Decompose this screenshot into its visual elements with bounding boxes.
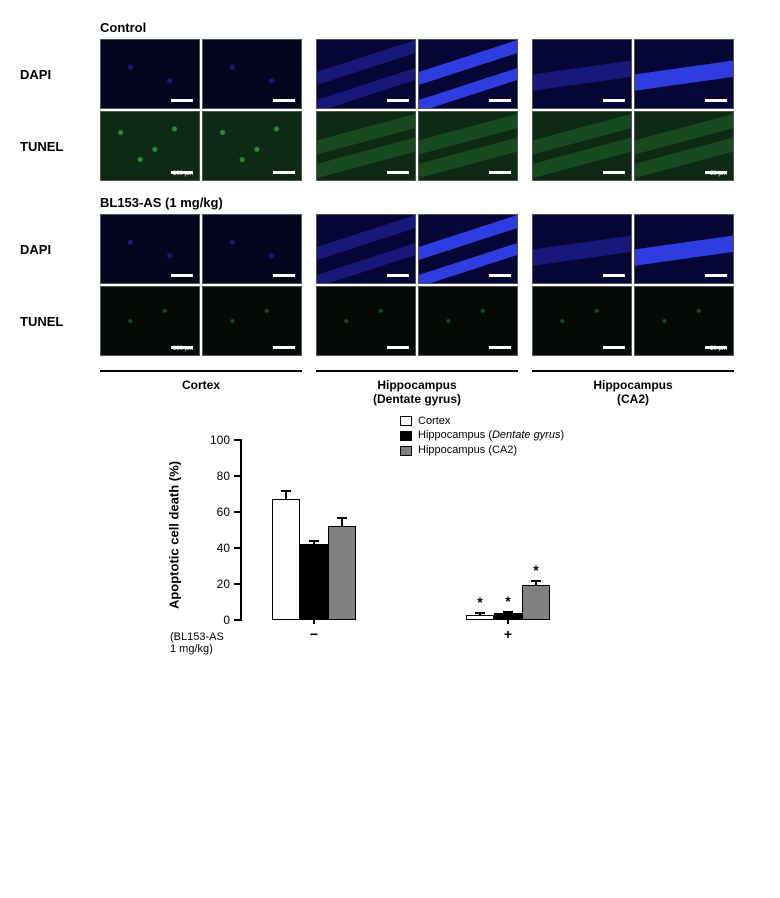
y-tick: [234, 439, 242, 441]
scale-bar: [705, 99, 727, 102]
region-label: Cortex: [100, 370, 302, 406]
micrograph-dapi: [316, 214, 416, 284]
micrograph-dapi: [532, 214, 632, 284]
scale-bar: [705, 274, 727, 277]
significance-star: *: [505, 593, 510, 609]
significance-star: *: [477, 594, 482, 610]
scale-bar: [387, 274, 409, 277]
micrograph-panels: ControlDAPITUNEL100 μm20 μmBL153-AS (1 m…: [20, 20, 760, 356]
micrograph-dapi: [418, 214, 518, 284]
y-tick-label: 40: [180, 541, 230, 555]
scale-bar: [273, 274, 295, 277]
micrograph-dapi: [100, 214, 200, 284]
error-bar: [535, 580, 537, 585]
figure-root: ControlDAPITUNEL100 μm20 μmBL153-AS (1 m…: [0, 0, 780, 660]
bar: [328, 526, 356, 620]
y-tick-label: 80: [180, 469, 230, 483]
bar: [272, 499, 300, 620]
micrograph-tunel: [418, 111, 518, 181]
micrograph-tunel: [316, 111, 416, 181]
scale-bar: [387, 171, 409, 174]
region-labels: Cortex Hippocampus(Dentate gyrus) Hippocam…: [100, 370, 760, 406]
x-tick-label: +: [504, 626, 512, 642]
y-tick-label: 20: [180, 577, 230, 591]
bar-chart: CortexHippocampus (Dentate gyrus)Hippoca…: [180, 420, 620, 650]
y-tick: [234, 511, 242, 513]
scale-bar: [489, 346, 511, 349]
y-tick: [234, 547, 242, 549]
micrograph-tunel: [418, 286, 518, 356]
micrograph-tunel: 20 μm: [634, 111, 734, 181]
scale-bar-text: 100 μm: [173, 171, 193, 177]
stain-label: DAPI: [20, 67, 100, 82]
micrograph-dapi: [634, 214, 734, 284]
stain-label: DAPI: [20, 242, 100, 257]
bar: [494, 613, 522, 619]
y-tick: [234, 619, 242, 621]
treated-panel-block: BL153-AS (1 mg/kg) DAPI TUNEL 100 μm 20 μm: [20, 195, 760, 356]
scale-bar-text: 20 μm: [710, 346, 727, 352]
y-tick-label: 60: [180, 505, 230, 519]
scale-bar: [489, 274, 511, 277]
bar: [522, 585, 550, 619]
micrograph-tunel: [202, 286, 302, 356]
chart-plot-area: Apoptotic cell death (%) (BL153-AS1 mg/k…: [180, 420, 540, 650]
scale-bar: [387, 346, 409, 349]
micrograph-dapi: [634, 39, 734, 109]
bar: [466, 615, 494, 620]
micrograph-dapi: [316, 39, 416, 109]
scale-bar: [489, 99, 511, 102]
micrograph-dapi: [202, 39, 302, 109]
y-tick-label: 0: [180, 613, 230, 627]
bar: [300, 544, 328, 620]
y-tick: [234, 475, 242, 477]
scale-bar: [603, 274, 625, 277]
group-title: BL153-AS (1 mg/kg): [100, 195, 760, 210]
error-bar: [285, 490, 287, 499]
scale-bar: [603, 346, 625, 349]
scale-bar: [273, 171, 295, 174]
micrograph-tunel: [532, 286, 632, 356]
y-tick: [234, 583, 242, 585]
scale-bar: [387, 99, 409, 102]
scale-bar: [273, 99, 295, 102]
significance-star: *: [533, 562, 538, 578]
scale-bar-text: 20 μm: [710, 171, 727, 177]
scale-bar: [171, 99, 193, 102]
error-bar: [507, 611, 509, 614]
micrograph-dapi: [202, 214, 302, 284]
error-bar: [479, 612, 481, 615]
tunel-row: TUNEL 100 μm 20 μm: [20, 286, 760, 356]
group-title: Control: [100, 20, 760, 35]
error-bar: [313, 540, 315, 544]
micrograph-tunel: 100 μm: [100, 111, 200, 181]
micrograph-dapi: [100, 39, 200, 109]
scale-bar: [603, 99, 625, 102]
micrograph-tunel: 100 μm: [100, 286, 200, 356]
micrograph-tunel: [532, 111, 632, 181]
stain-label: TUNEL: [20, 139, 100, 154]
dapi-row: DAPI: [20, 214, 760, 284]
stain-label: TUNEL: [20, 314, 100, 329]
micrograph-dapi: [418, 39, 518, 109]
scale-bar-text: 100 μm: [173, 346, 193, 352]
scale-bar: [489, 171, 511, 174]
x-tick-label: −: [310, 626, 318, 642]
scale-bar: [171, 274, 193, 277]
region-label: Hippocampus(CA2): [532, 370, 734, 406]
scale-bar: [273, 346, 295, 349]
dapi-row: DAPI: [20, 39, 760, 109]
error-bar: [341, 517, 343, 526]
y-axis: [240, 440, 242, 620]
x-axis-label: (BL153-AS1 mg/kg): [170, 631, 224, 655]
tunel-row: TUNEL 100 μm 20 μm: [20, 111, 760, 181]
micrograph-tunel: 20 μm: [634, 286, 734, 356]
micrograph-dapi: [532, 39, 632, 109]
region-label: Hippocampus(Dentate gyrus): [316, 370, 518, 406]
micrograph-tunel: [316, 286, 416, 356]
y-tick-label: 100: [180, 433, 230, 447]
micrograph-tunel: [202, 111, 302, 181]
scale-bar: [603, 171, 625, 174]
control-panel-block: Control DAPI TUNEL 100 μm 20 μm: [20, 20, 760, 181]
